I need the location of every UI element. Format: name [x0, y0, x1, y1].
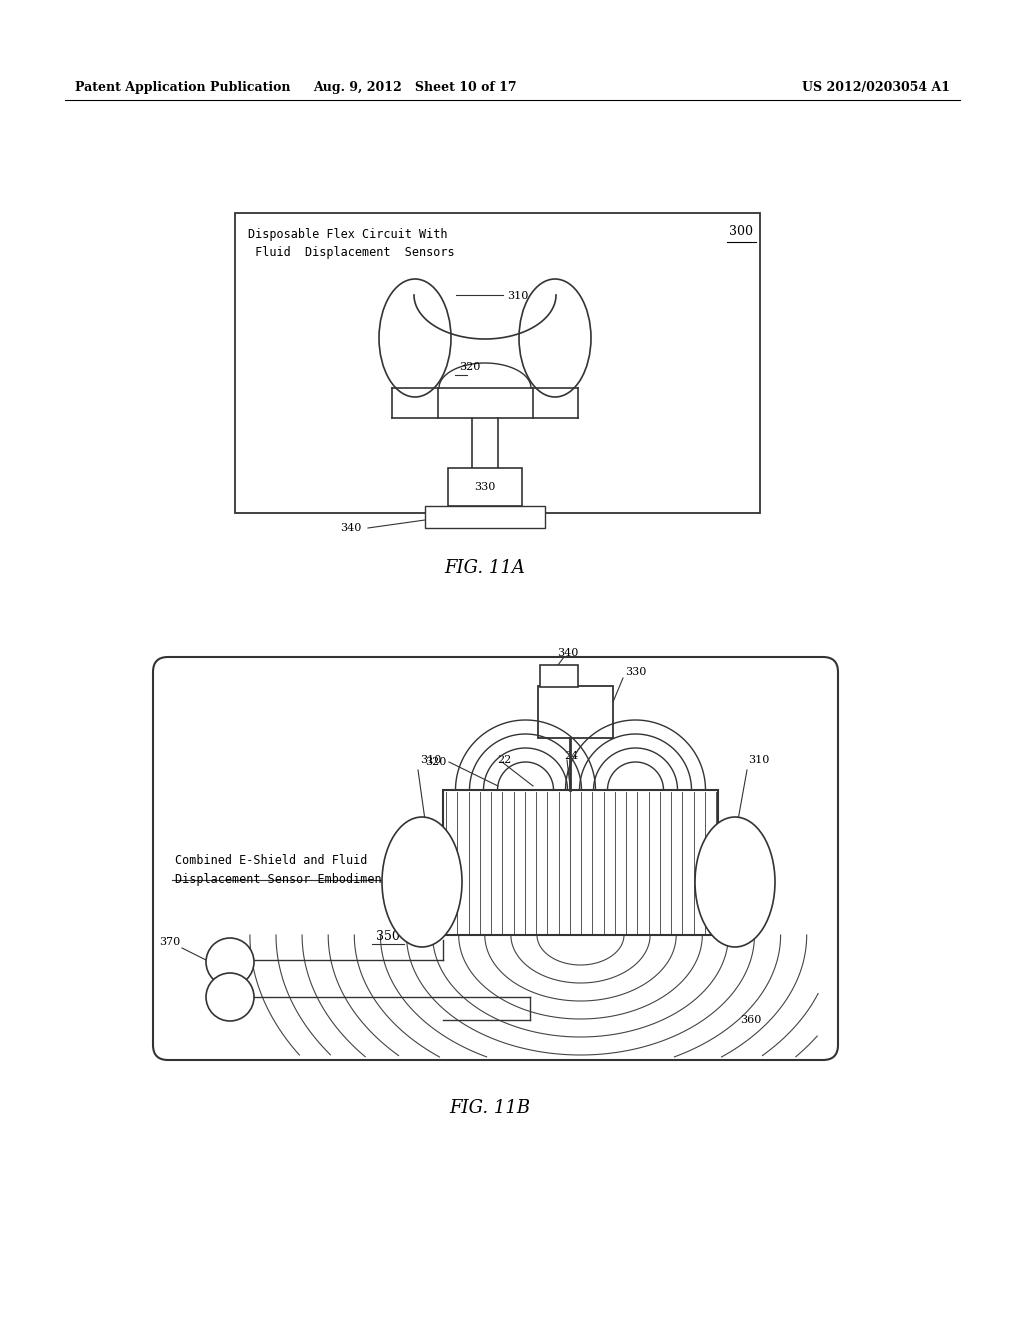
- Text: 310: 310: [507, 290, 528, 301]
- Ellipse shape: [519, 279, 591, 397]
- Text: 310: 310: [748, 755, 769, 766]
- Text: FIG. 11B: FIG. 11B: [450, 1100, 530, 1117]
- FancyBboxPatch shape: [540, 665, 578, 686]
- FancyBboxPatch shape: [153, 657, 838, 1060]
- Text: 310: 310: [420, 755, 441, 766]
- Text: 330: 330: [625, 667, 646, 677]
- Ellipse shape: [379, 279, 451, 397]
- Text: 22: 22: [497, 755, 511, 766]
- Text: 340: 340: [340, 523, 361, 533]
- Ellipse shape: [695, 817, 775, 946]
- Text: 350: 350: [376, 929, 400, 942]
- FancyBboxPatch shape: [538, 686, 613, 738]
- Text: Disposable Flex Circuit With
 Fluid  Displacement  Sensors: Disposable Flex Circuit With Fluid Displ…: [248, 228, 455, 259]
- Ellipse shape: [382, 817, 462, 946]
- Text: 340: 340: [557, 648, 579, 657]
- Text: 24: 24: [564, 751, 579, 762]
- Text: 330: 330: [474, 482, 496, 492]
- Text: 370: 370: [159, 937, 180, 946]
- FancyBboxPatch shape: [443, 789, 718, 935]
- FancyBboxPatch shape: [425, 506, 545, 528]
- FancyBboxPatch shape: [234, 213, 760, 513]
- Text: 320: 320: [459, 362, 480, 372]
- Text: 360: 360: [740, 1015, 762, 1026]
- Text: Combined E-Shield and Fluid
Displacement Sensor Embodiment: Combined E-Shield and Fluid Displacement…: [175, 854, 389, 886]
- Text: FIG. 11A: FIG. 11A: [444, 558, 525, 577]
- Circle shape: [206, 973, 254, 1020]
- Text: US 2012/0203054 A1: US 2012/0203054 A1: [802, 82, 950, 95]
- Circle shape: [206, 939, 254, 986]
- Text: Patent Application Publication: Patent Application Publication: [75, 82, 291, 95]
- Text: 320: 320: [426, 756, 447, 767]
- FancyBboxPatch shape: [449, 469, 522, 506]
- Text: 300: 300: [729, 224, 753, 238]
- Text: Aug. 9, 2012   Sheet 10 of 17: Aug. 9, 2012 Sheet 10 of 17: [313, 82, 517, 95]
